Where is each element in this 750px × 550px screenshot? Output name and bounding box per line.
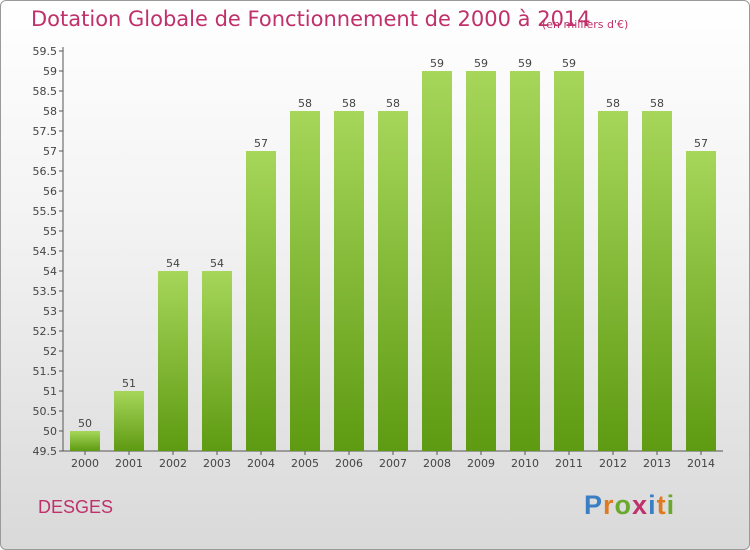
x-tick-label: 2011 — [555, 457, 583, 470]
bar-value-label: 54 — [210, 257, 224, 270]
x-tick-label: 2004 — [247, 457, 275, 470]
bar-value-label: 50 — [78, 417, 92, 430]
x-tick-label: 2014 — [687, 457, 715, 470]
y-tick-label: 50 — [43, 425, 57, 438]
x-tick-label: 2003 — [203, 457, 231, 470]
bar-value-label: 51 — [122, 377, 136, 390]
y-tick-label: 49.5 — [33, 445, 58, 458]
logo-letter: i — [666, 490, 676, 520]
y-tick-label: 53.5 — [33, 285, 58, 298]
bar — [202, 271, 232, 451]
bar — [246, 151, 276, 451]
bar-value-label: 59 — [518, 57, 532, 70]
chart-unit-subtitle: (en milliers d'€) — [542, 18, 629, 31]
chart-title: Dotation Globale de Fonctionnement de 20… — [31, 7, 591, 31]
x-tick-label: 2010 — [511, 457, 539, 470]
bar — [466, 71, 496, 451]
x-tick-label: 2005 — [291, 457, 319, 470]
y-tick-label: 55 — [43, 225, 57, 238]
bar-value-label: 59 — [562, 57, 576, 70]
x-tick-label: 2008 — [423, 457, 451, 470]
bar-value-label: 58 — [342, 97, 356, 110]
y-tick-label: 58 — [43, 105, 57, 118]
x-tick-label: 2002 — [159, 457, 187, 470]
bar-value-label: 58 — [606, 97, 620, 110]
bar — [114, 391, 144, 451]
logo-letter: x — [632, 490, 649, 520]
x-tick-label: 2012 — [599, 457, 627, 470]
proxiti-logo: Proxiti — [584, 490, 675, 521]
x-tick-label: 2009 — [467, 457, 495, 470]
y-tick-label: 50.5 — [33, 405, 58, 418]
x-tick-label: 2007 — [379, 457, 407, 470]
logo-letter: o — [614, 490, 633, 520]
y-tick-label: 56 — [43, 185, 57, 198]
y-tick-label: 51.5 — [33, 365, 58, 378]
y-tick-label: 57 — [43, 145, 57, 158]
y-tick-label: 52 — [43, 345, 57, 358]
bar — [598, 111, 628, 451]
y-tick-label: 52.5 — [33, 325, 58, 338]
logo-letter: i — [648, 490, 657, 520]
y-tick-label: 54 — [43, 265, 57, 278]
logo-letter: t — [656, 490, 667, 520]
bar-value-label: 54 — [166, 257, 180, 270]
bar-value-label: 59 — [430, 57, 444, 70]
y-tick-label: 56.5 — [33, 165, 58, 178]
bar — [70, 431, 100, 451]
y-tick-label: 59 — [43, 65, 57, 78]
x-tick-label: 2006 — [335, 457, 363, 470]
bar-value-label: 59 — [474, 57, 488, 70]
bar-value-label: 58 — [650, 97, 664, 110]
x-tick-label: 2001 — [115, 457, 143, 470]
y-tick-label: 55.5 — [33, 205, 58, 218]
bar — [686, 151, 716, 451]
y-tick-label: 54.5 — [33, 245, 58, 258]
bar — [510, 71, 540, 451]
logo-letter: r — [603, 490, 615, 520]
y-tick-label: 58.5 — [33, 85, 58, 98]
y-tick-label: 59.5 — [33, 45, 58, 58]
commune-name: DESGES — [38, 497, 114, 517]
x-tick-label: 2013 — [643, 457, 671, 470]
bar-value-label: 58 — [386, 97, 400, 110]
y-tick-label: 53 — [43, 305, 57, 318]
bar-value-label: 58 — [298, 97, 312, 110]
bar — [642, 111, 672, 451]
bar — [554, 71, 584, 451]
y-tick-label: 57.5 — [33, 125, 58, 138]
bar — [422, 71, 452, 451]
x-tick-label: 2000 — [71, 457, 99, 470]
logo-letter: P — [584, 490, 604, 520]
bar — [290, 111, 320, 451]
bar — [158, 271, 188, 451]
bar-value-label: 57 — [694, 137, 708, 150]
bar-value-label: 57 — [254, 137, 268, 150]
bar — [334, 111, 364, 451]
bar — [378, 111, 408, 451]
y-tick-label: 51 — [43, 385, 57, 398]
